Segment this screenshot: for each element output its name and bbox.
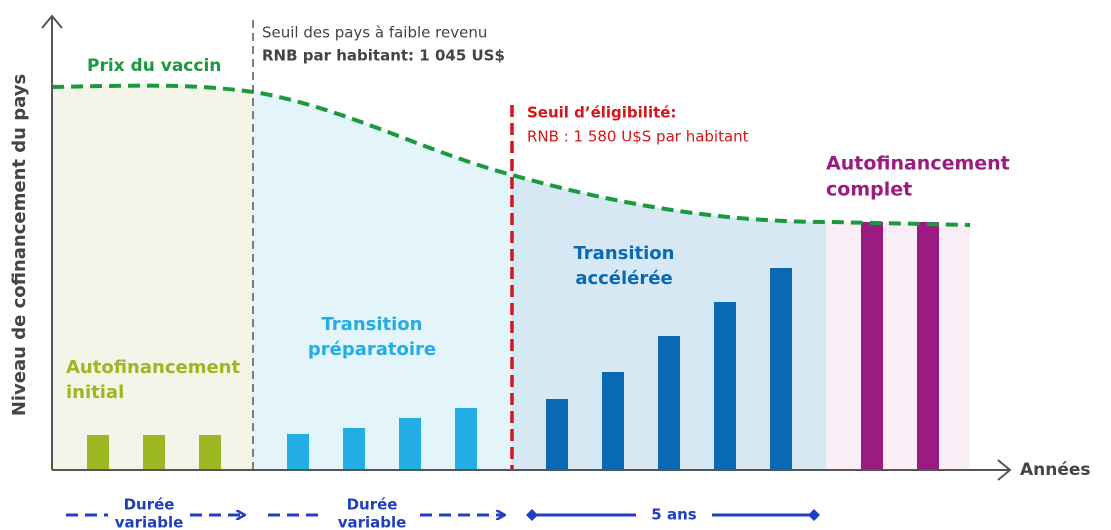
- bar: [87, 435, 109, 470]
- phase-label: Transition: [322, 314, 423, 335]
- y-axis: [41, 14, 63, 470]
- price-curve: [51, 83, 971, 227]
- phase-label: Autofinancement: [826, 153, 1010, 175]
- phase-bg: [52, 85, 253, 470]
- eligibility-text: RNB : 1 580 U$S par habitant: [527, 128, 749, 146]
- bar: [602, 372, 624, 470]
- bar: [658, 336, 680, 470]
- bar: [770, 268, 792, 470]
- phase-label: accélérée: [575, 268, 672, 289]
- phase-backgrounds: [52, 85, 970, 470]
- duration-label: 5 ans: [651, 506, 696, 524]
- bar: [546, 399, 568, 470]
- phase-label: initial: [66, 382, 124, 403]
- phase-label: préparatoire: [308, 339, 436, 360]
- duration-label: Durée: [124, 496, 175, 514]
- x-axis: [52, 459, 1012, 481]
- bars: [87, 222, 939, 470]
- bar: [455, 408, 477, 470]
- bar: [714, 302, 736, 470]
- bar: [143, 435, 165, 470]
- y-axis-label: Niveau de cofinancement du pays: [9, 74, 30, 416]
- phase-label: complet: [826, 179, 912, 201]
- bar: [399, 418, 421, 470]
- duration-label: Durée: [347, 496, 398, 514]
- bar: [343, 428, 365, 470]
- phase-label: Autofinancement: [66, 357, 240, 378]
- phase-bg: [826, 85, 970, 470]
- threshold-text: Seuil des pays à faible revenu: [262, 24, 487, 42]
- bar: [199, 435, 221, 470]
- threshold-text: RNB par habitant: 1 045 US$: [262, 47, 505, 65]
- curve-label: Prix du vaccin: [87, 56, 221, 76]
- phase-label: Transition: [574, 243, 675, 264]
- bar: [861, 222, 883, 470]
- duration-label: variable: [115, 514, 184, 530]
- x-axis-label: Années: [1020, 460, 1091, 480]
- bar: [917, 222, 939, 470]
- eligibility-text: Seuil d’éligibilité:: [527, 104, 676, 122]
- bar: [287, 434, 309, 470]
- duration-label: variable: [338, 514, 407, 530]
